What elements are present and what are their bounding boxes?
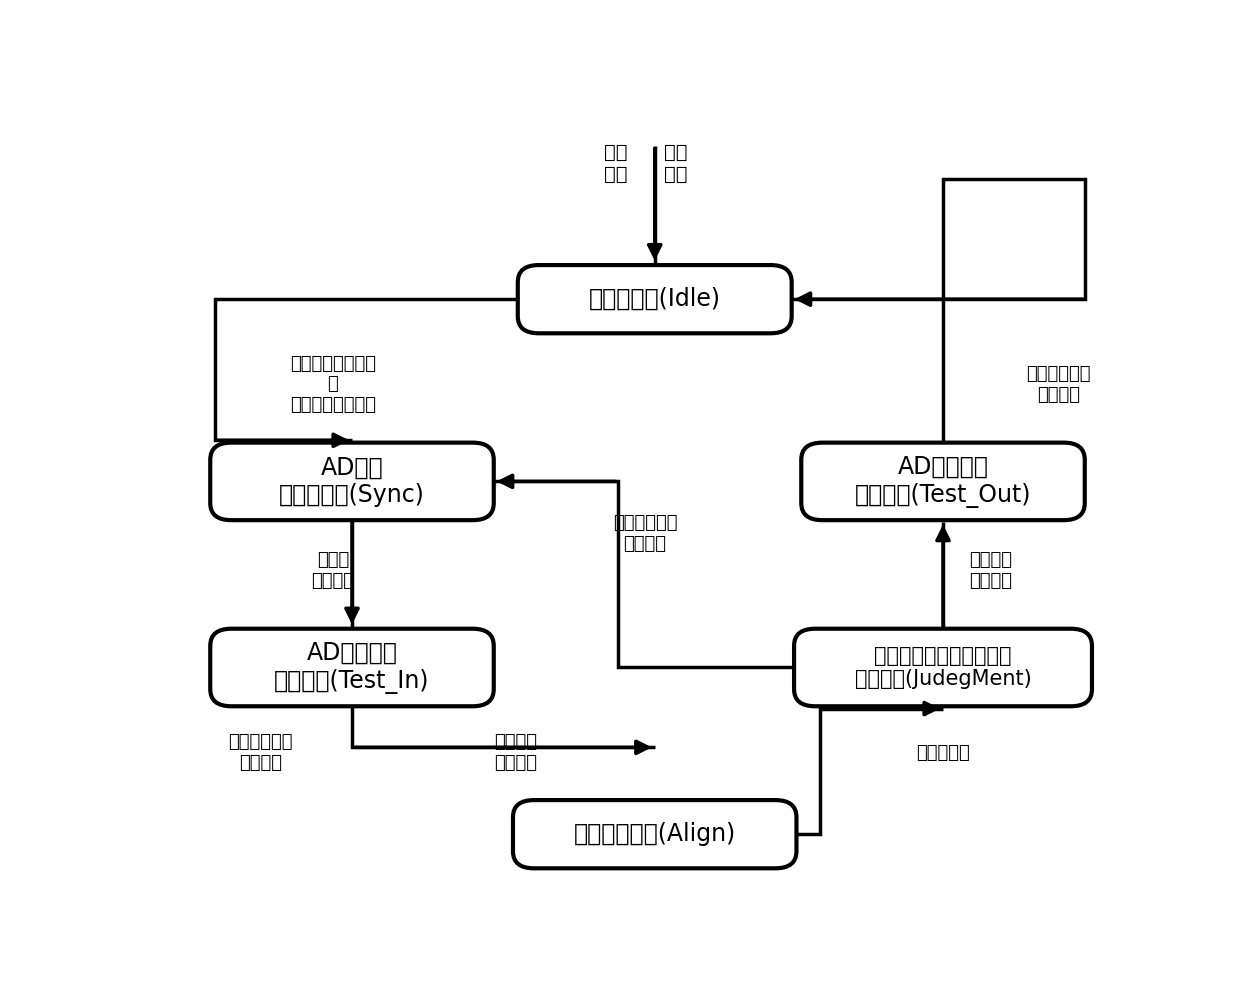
Text: 发送测试序列
配置完成: 发送测试序列 配置完成: [228, 733, 293, 772]
FancyBboxPatch shape: [211, 443, 494, 521]
Text: 等待一个时钟周期
或
采样频率发生变化: 等待一个时钟周期 或 采样频率发生变化: [290, 354, 376, 414]
Text: AD配置退出
测试序列(Test_Out): AD配置退出 测试序列(Test_Out): [854, 455, 1032, 508]
Text: 空等待状态(Idle): 空等待状态(Idle): [589, 287, 720, 311]
Text: 并行多路
数据对齐: 并行多路 数据对齐: [970, 551, 1013, 590]
FancyBboxPatch shape: [518, 265, 791, 333]
Text: 时延值稳定: 时延值稳定: [916, 744, 970, 761]
Text: 时延参数校准(Align): 时延参数校准(Align): [574, 822, 735, 846]
Text: 复位
脉冲: 复位 脉冲: [665, 143, 688, 184]
Text: AD配置发送
测试序列(Test_In): AD配置发送 测试序列(Test_In): [274, 641, 430, 694]
FancyBboxPatch shape: [211, 628, 494, 706]
FancyBboxPatch shape: [513, 801, 796, 868]
FancyBboxPatch shape: [801, 443, 1085, 521]
Text: 判断校准后并行多路数据
是否对齐(JudegMent): 判断校准后并行多路数据 是否对齐(JudegMent): [854, 645, 1032, 689]
Text: 并行多路数据
参差不齐: 并行多路数据 参差不齐: [613, 514, 677, 553]
Text: 多通道
同步完成: 多通道 同步完成: [311, 551, 355, 590]
Text: 退出测试序列
配置完成: 退出测试序列 配置完成: [1025, 366, 1091, 404]
Text: 启动时延
校准指令: 启动时延 校准指令: [494, 733, 537, 772]
Text: AD配置
多通道同步(Sync): AD配置 多通道同步(Sync): [279, 455, 425, 508]
FancyBboxPatch shape: [794, 628, 1092, 706]
Text: 模块
上电: 模块 上电: [604, 143, 627, 184]
